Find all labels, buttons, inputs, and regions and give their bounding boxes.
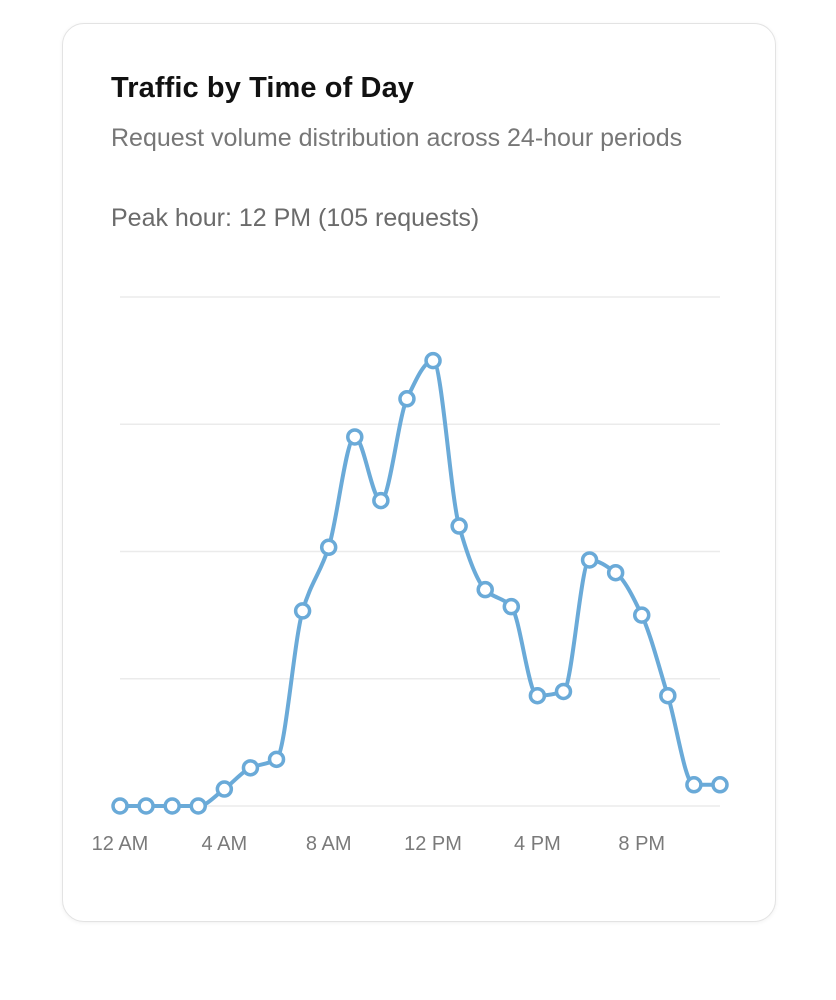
data-point-hour-20[interactable] <box>632 606 651 624</box>
card-title: Traffic by Time of Day <box>111 72 415 104</box>
data-points <box>111 351 729 815</box>
data-point-hour-0[interactable] <box>111 797 129 815</box>
grid-lines <box>120 296 720 807</box>
data-point-hour-10[interactable] <box>372 491 390 510</box>
x-tick-label: 8 AM <box>306 833 352 855</box>
data-point-hour-2[interactable] <box>163 797 181 815</box>
data-point-hour-3[interactable] <box>189 797 208 815</box>
data-point-hour-12[interactable] <box>424 351 442 370</box>
x-tick-label: 4 AM <box>202 833 248 855</box>
x-tick-label: 8 PM <box>618 833 665 855</box>
data-point-hour-7[interactable] <box>293 602 312 620</box>
data-point-hour-18[interactable] <box>580 551 599 569</box>
card-subtitle: Request volume distribution across 24-ho… <box>111 124 683 152</box>
data-point-hour-21[interactable] <box>659 686 677 705</box>
data-point-hour-14[interactable] <box>476 580 494 599</box>
data-point-hour-5[interactable] <box>241 759 260 777</box>
data-point-hour-6[interactable] <box>267 750 286 769</box>
data-point-hour-1[interactable] <box>137 797 155 815</box>
peak-hour-text: Peak hour: 12 PM (105 requests) <box>111 204 480 232</box>
data-point-hour-4[interactable] <box>215 780 234 798</box>
data-point-hour-16[interactable] <box>528 686 547 705</box>
data-point-hour-15[interactable] <box>502 597 521 616</box>
data-point-hour-13[interactable] <box>450 517 468 535</box>
requests-series-line <box>118 358 722 808</box>
data-point-hour-9[interactable] <box>346 428 364 446</box>
data-point-hour-17[interactable] <box>554 682 573 701</box>
x-tick-label: 4 PM <box>514 833 561 855</box>
x-tick-label: 12 AM <box>92 833 149 855</box>
x-tick-label: 12 PM <box>404 833 462 855</box>
data-point-hour-11[interactable] <box>398 390 416 408</box>
series-line-layer <box>118 358 722 808</box>
data-point-hour-23[interactable] <box>711 776 729 794</box>
x-axis-ticks: 12 AM 4 AM 8 AM 12 PM 4 PM 8 PM <box>92 833 665 855</box>
traffic-card: Traffic by Time of Day Request volume di… <box>62 23 776 922</box>
traffic-line-chart: 12 AM 4 AM 8 AM 12 PM 4 PM 8 PM <box>92 296 729 855</box>
data-point-hour-8[interactable] <box>319 538 338 557</box>
data-point-hour-19[interactable] <box>606 563 625 582</box>
data-point-hour-22[interactable] <box>685 776 703 794</box>
